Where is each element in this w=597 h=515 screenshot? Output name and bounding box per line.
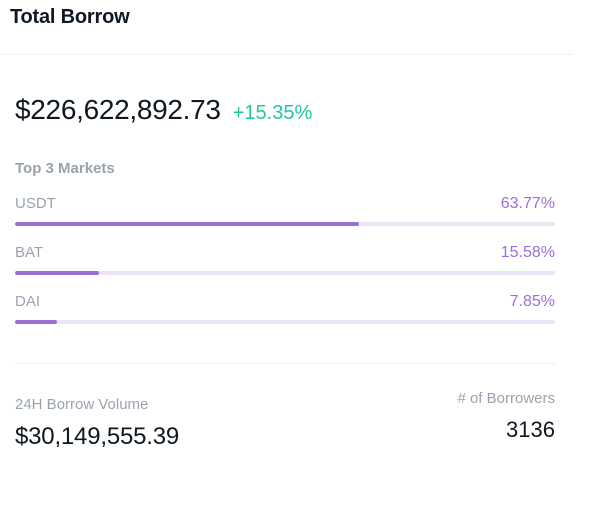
market-row: BAT 15.58% — [15, 244, 555, 262]
market-bar-track — [15, 222, 555, 226]
borrowers-value: 3136 — [506, 417, 555, 442]
market-percent: 7.85% — [509, 293, 555, 310]
market-bar-fill — [15, 320, 58, 324]
panel-body: $226,622,892.73 +15.35% Top 3 Markets US… — [0, 94, 573, 451]
market-bar-track — [15, 320, 555, 324]
market-bar-fill — [15, 222, 360, 226]
total-borrow-panel: Total Borrow $226,622,892.73 +15.35% Top… — [0, 0, 573, 451]
market-item-bat[interactable]: BAT 15.58% — [15, 244, 555, 275]
panel-header: Total Borrow — [0, 0, 573, 55]
market-percent: 63.77% — [500, 195, 555, 212]
market-item-usdt[interactable]: USDT 63.77% — [15, 195, 555, 226]
market-row: DAI 7.85% — [15, 293, 555, 311]
market-name: BAT — [15, 244, 44, 261]
market-name: USDT — [15, 195, 56, 212]
section-divider — [15, 363, 555, 364]
borrow-volume-value: $30,149,555.39 — [15, 423, 180, 450]
borrow-volume-stat: 24H Borrow Volume $30,149,555.39 — [15, 390, 179, 451]
panel-title: Total Borrow — [10, 6, 130, 28]
market-bar-track — [15, 271, 555, 275]
borrowers-label: # of Borrowers — [457, 390, 555, 407]
top-markets-label: Top 3 Markets — [15, 160, 115, 177]
total-borrow-summary: $226,622,892.73 +15.35% — [15, 94, 555, 126]
market-row: USDT 63.77% — [15, 195, 555, 213]
borrow-volume-label: 24H Borrow Volume — [15, 396, 149, 413]
market-name: DAI — [15, 293, 41, 310]
market-bar-fill — [15, 271, 100, 275]
total-borrow-change: +15.35% — [232, 102, 313, 124]
market-item-dai[interactable]: DAI 7.85% — [15, 293, 555, 324]
total-borrow-value: $226,622,892.73 — [15, 94, 221, 125]
market-percent: 15.58% — [500, 244, 555, 261]
borrowers-stat: # of Borrowers 3136 — [457, 390, 555, 451]
borrow-stats: 24H Borrow Volume $30,149,555.39 # of Bo… — [15, 390, 555, 451]
